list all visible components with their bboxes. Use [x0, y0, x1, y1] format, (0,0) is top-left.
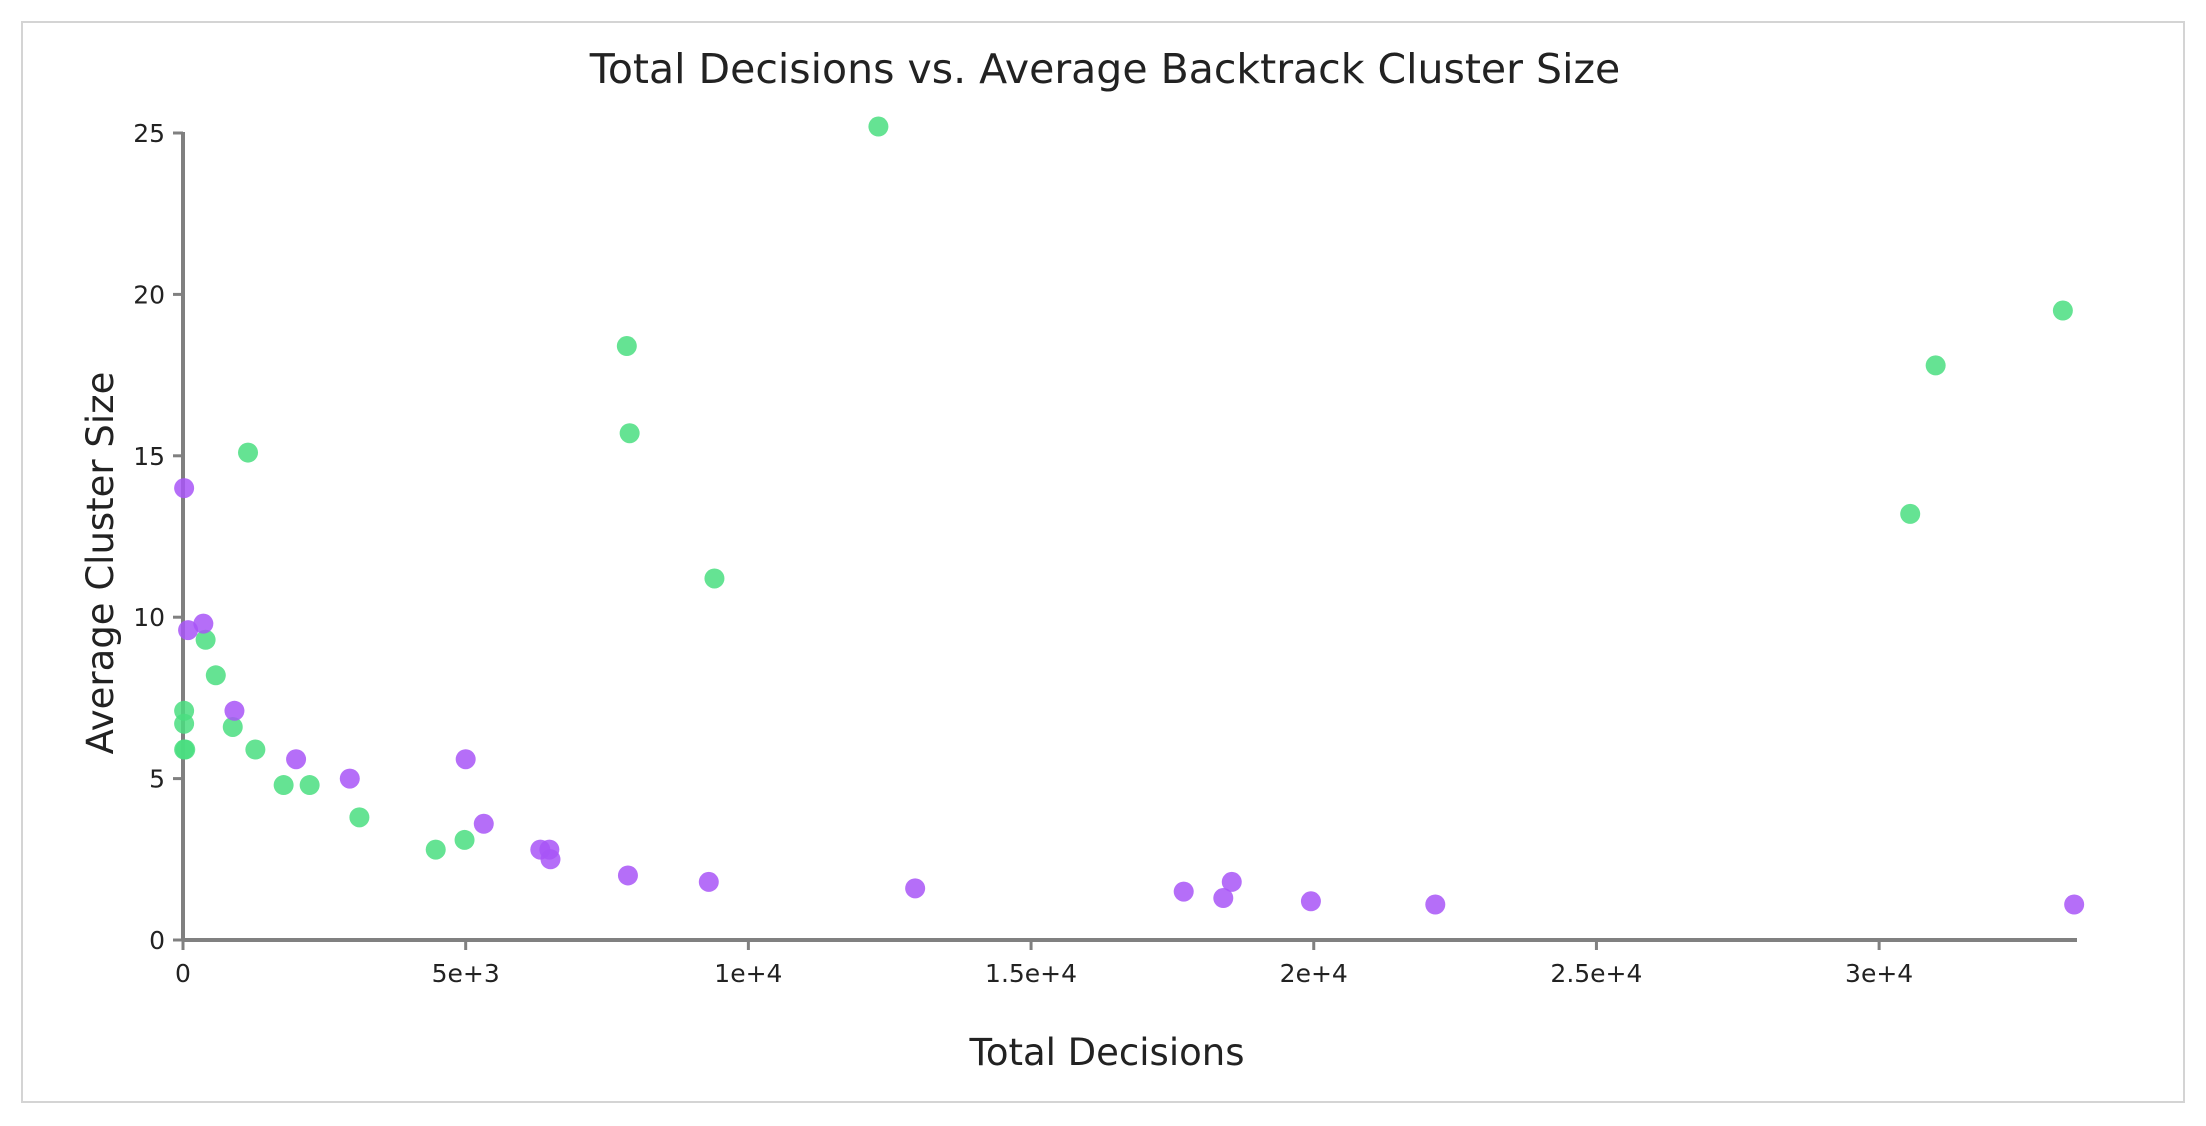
y-tick-label: 0: [149, 926, 165, 955]
x-tick-label: 3e+4: [1845, 959, 1913, 988]
scatter-chart: Total Decisions vs. Average Backtrack Cl…: [79, 45, 2085, 1074]
scatter-point: [245, 739, 266, 760]
scatter-point: [1425, 894, 1446, 915]
scatter-point: [193, 613, 214, 634]
scatter-point: [174, 713, 195, 734]
scatter-point: [299, 775, 320, 796]
y-axis-label: Average Cluster Size: [79, 372, 122, 755]
scatter-point: [195, 629, 216, 650]
y-tick-label: 10: [133, 603, 165, 632]
x-axis-label: Total Decisions: [969, 1031, 1245, 1074]
scatter-point: [205, 665, 226, 686]
x-tick-label: 1.5e+4: [985, 959, 1077, 988]
scatter-point: [617, 865, 638, 886]
scatter-point: [616, 336, 637, 357]
y-tick-label: 15: [133, 442, 165, 471]
y-tick-label: 5: [149, 765, 165, 794]
scatter-point: [619, 423, 640, 444]
scatter-point: [454, 829, 475, 850]
scatter-point: [222, 716, 243, 737]
scatter-point: [455, 749, 476, 770]
x-tick-label: 1e+4: [714, 959, 782, 988]
data-points: [174, 116, 2085, 915]
scatter-point: [425, 839, 446, 860]
scatter-point: [905, 878, 926, 899]
scatter-point: [174, 478, 195, 499]
x-tick-label: 2.5e+4: [1550, 959, 1642, 988]
scatter-point: [273, 775, 294, 796]
scatter-point: [286, 749, 307, 770]
scatter-point: [1900, 503, 1921, 524]
scatter-point: [1213, 888, 1234, 909]
scatter-point: [238, 442, 259, 463]
x-tick-label: 2e+4: [1280, 959, 1348, 988]
scatter-point: [224, 700, 245, 721]
scatter-point: [2052, 300, 2073, 321]
scatter-point: [1221, 871, 1242, 892]
scatter-point: [349, 807, 370, 828]
chart-title: Total Decisions vs. Average Backtrack Cl…: [589, 45, 1620, 93]
scatter-point: [2064, 894, 2085, 915]
y-tick-label: 25: [133, 119, 165, 148]
scatter-point: [339, 768, 360, 789]
scatter-point: [1173, 881, 1194, 902]
scatter-point: [473, 813, 494, 834]
scatter-point: [698, 871, 719, 892]
axes: 0 5e+3 1e+4 1.5e+4 2e+4 2.5e+4 3e+4 0 5 10 15 20 25: [133, 119, 2077, 988]
scatter-point: [175, 739, 196, 760]
chart-frame: Total Decisions vs. Average Backtrack Cl…: [21, 21, 2185, 1103]
scatter-point: [1925, 355, 1946, 376]
scatter-point: [704, 568, 725, 589]
scatter-point: [540, 849, 561, 870]
scatter-point: [868, 116, 889, 137]
scatter-point: [178, 620, 199, 641]
x-tick-label: 0: [175, 959, 191, 988]
scatter-point: [1300, 891, 1321, 912]
y-tick-label: 20: [133, 280, 165, 309]
x-tick-label: 5e+3: [432, 959, 500, 988]
